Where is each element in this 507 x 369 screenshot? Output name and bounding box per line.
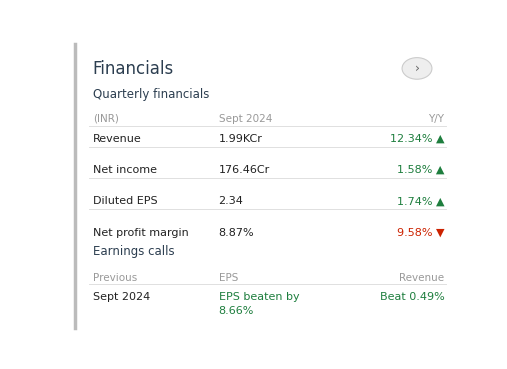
Text: 8.87%: 8.87% [219,228,254,238]
Text: Earnings calls: Earnings calls [93,245,174,258]
Text: 2.34: 2.34 [219,196,243,206]
Text: 12.34% ▲: 12.34% ▲ [390,134,445,144]
Text: ›: › [415,62,419,75]
Text: 1.58% ▲: 1.58% ▲ [397,165,445,175]
Text: Revenue: Revenue [400,273,445,283]
Text: Net income: Net income [93,165,157,175]
Text: Y/Y: Y/Y [428,114,445,124]
Text: EPS: EPS [219,273,238,283]
Text: 1.74% ▲: 1.74% ▲ [397,196,445,206]
Text: Quarterly financials: Quarterly financials [93,88,209,101]
Text: 176.46Cr: 176.46Cr [219,165,270,175]
Text: Diluted EPS: Diluted EPS [93,196,158,206]
Text: Previous: Previous [93,273,137,283]
Text: Financials: Financials [93,60,174,78]
Text: Revenue: Revenue [93,134,141,144]
Text: (INR): (INR) [93,114,119,124]
Circle shape [402,58,432,79]
Text: EPS beaten by
8.66%: EPS beaten by 8.66% [219,292,299,316]
Text: 9.58% ▼: 9.58% ▼ [397,228,445,238]
Text: Beat 0.49%: Beat 0.49% [380,292,445,302]
Text: 1.99KCr: 1.99KCr [219,134,263,144]
Text: Sept 2024: Sept 2024 [93,292,150,302]
Text: Sept 2024: Sept 2024 [219,114,272,124]
Text: Net profit margin: Net profit margin [93,228,189,238]
